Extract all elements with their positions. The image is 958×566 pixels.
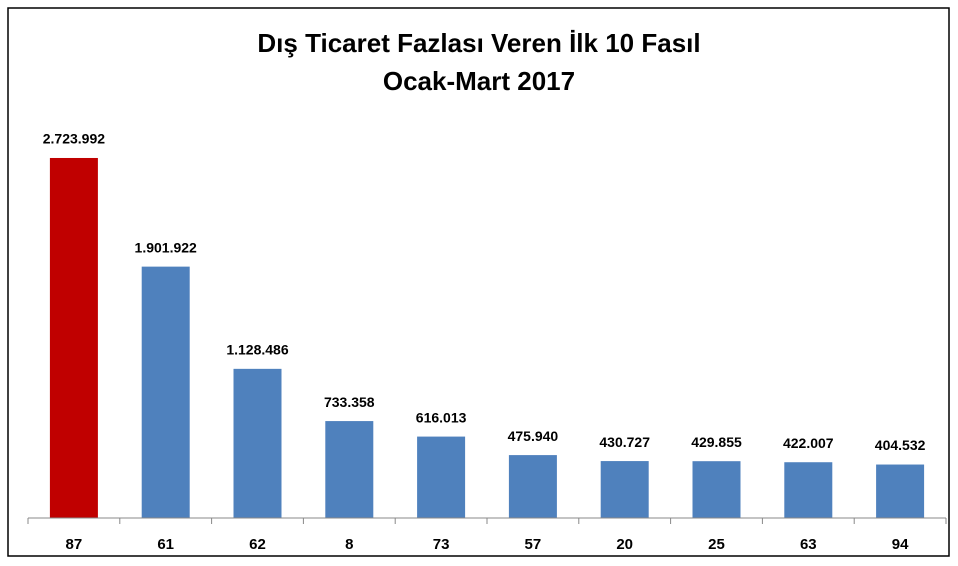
x-tick-label: 62 [249, 536, 266, 553]
x-tick-label: 87 [66, 536, 83, 553]
value-label: 429.855 [691, 434, 742, 450]
chart-subtitle: Ocak-Mart 2017 [383, 66, 575, 96]
bar [508, 455, 557, 518]
value-label: 2.723.992 [43, 131, 105, 147]
x-tick-label: 61 [157, 536, 174, 553]
value-label: 616.013 [416, 409, 467, 425]
bar [784, 462, 833, 518]
bar [600, 461, 649, 518]
x-tick-label: 94 [892, 536, 909, 553]
x-tick-label: 73 [433, 536, 450, 553]
value-label: 422.007 [783, 435, 834, 451]
x-tick-label: 57 [525, 536, 542, 553]
value-label: 733.358 [324, 394, 375, 410]
bar [325, 421, 374, 518]
bar [417, 436, 466, 518]
bar [692, 461, 741, 518]
value-label: 475.940 [508, 428, 559, 444]
bar [49, 157, 98, 518]
value-label: 1.901.922 [135, 239, 197, 255]
x-tick-label: 25 [708, 536, 725, 553]
value-label: 1.128.486 [226, 342, 288, 358]
bar [141, 266, 190, 518]
bar [876, 464, 925, 518]
value-label: 404.532 [875, 437, 926, 453]
x-tick-label: 8 [345, 536, 353, 553]
chart-title: Dış Ticaret Fazlası Veren İlk 10 Fasıl [257, 28, 700, 58]
x-tick-label: 20 [616, 536, 633, 553]
value-label: 430.727 [599, 434, 650, 450]
x-tick-label: 63 [800, 536, 817, 553]
bar [233, 368, 282, 518]
